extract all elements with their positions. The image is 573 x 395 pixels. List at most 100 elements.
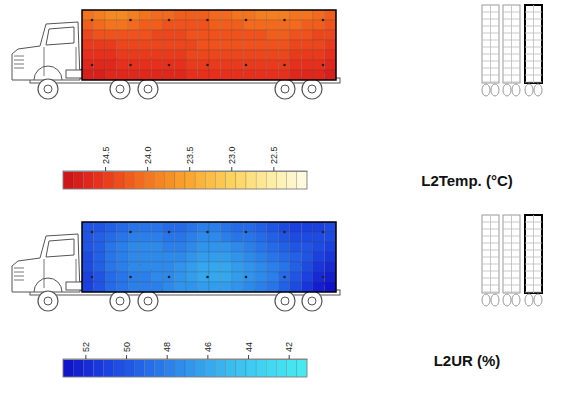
heatmap-cell [278,232,290,242]
sensor-dot [283,64,286,67]
colorbar-segment [256,359,266,377]
heatmap-cell [94,20,106,30]
colorbar-segment [104,359,114,377]
heatmap-cell [197,50,209,60]
heatmap-cell [255,232,267,242]
heatmap-cell [82,50,94,60]
heatmap-cell [209,222,221,232]
colorbar-segment [236,171,246,189]
colorbar [63,171,307,189]
heatmap-cell [255,10,267,20]
wheel [138,291,158,311]
heatmap-cell [232,40,244,50]
colorbar-segment [205,171,215,189]
heatmap-cell [174,40,186,50]
heatmap-cell [209,50,221,60]
rack-wheel [491,84,499,96]
heatmap-cell [186,262,198,272]
heatmap-cell [324,20,336,30]
heatmap-cell [117,252,129,262]
heatmap-cell [105,10,117,20]
heatmap-cell [94,272,106,282]
heatmap-cell [301,262,313,272]
heatmap-cell [151,262,163,272]
heatmap-cell [313,10,325,20]
sensor-dot [206,19,209,22]
pallet-column [503,5,520,83]
heatmap-cell [267,40,279,50]
heatmap-cell [94,30,106,40]
heatmap-cell [209,252,221,262]
heatmap-cell [301,272,313,282]
heatmap-cell [163,232,175,242]
heatmap-cell [140,272,152,282]
heatmap-cell [232,60,244,70]
heatmap-cell [151,20,163,30]
heatmap-cell [255,20,267,30]
heatmap-cell [140,282,152,292]
sensor-dot [91,19,94,22]
heatmap-cell [117,50,129,60]
heatmap-cell [313,50,325,60]
heatmap-cell [197,10,209,20]
heatmap-cell [140,10,152,20]
heatmap-cell [140,60,152,70]
heatmap-cell [128,262,140,272]
sensor-dot [322,231,325,234]
colorbar-segment [165,359,175,377]
colorbar-segment [83,171,93,189]
heatmap-cell [278,272,290,282]
heatmap-cell [232,222,244,232]
heatmap-cell [267,272,279,282]
heatmap-cell [301,282,313,292]
heatmap-cell [128,252,140,262]
heatmap-cell [128,40,140,50]
heatmap-cell [301,50,313,60]
heatmap-cell [140,242,152,252]
pallet-racks [482,215,542,306]
heatmap-cell [174,10,186,20]
pallet-rows [525,5,542,83]
colorbar-tick: 42 [284,342,294,359]
heatmap-cell [128,222,140,232]
heatmap-cell [290,20,302,30]
heatmap-cell [209,60,221,70]
heatmap-cell [313,20,325,30]
heatmap-cell [324,282,336,292]
heatmap-cell [267,222,279,232]
sensors [91,231,325,279]
heatmap-cell [209,282,221,292]
heatmap-cell [94,252,106,262]
heatmap-cell [324,252,336,262]
heatmap-cell [232,10,244,20]
heatmap-cell [209,30,221,40]
heatmap-cell [197,262,209,272]
heatmap-cell [82,232,94,242]
heatmap-cell [267,10,279,20]
heatmap-cell [94,232,106,242]
heatmap-cell [301,20,313,30]
colorbar-frame [63,359,307,377]
heatmap-cell [209,242,221,252]
heatmap-cell [105,60,117,70]
heatmap-cell [221,262,233,272]
heatmap-cell [140,70,152,80]
heatmap-cell [197,20,209,30]
heatmap-cell [313,242,325,252]
colorbar-tick: 24.5 [101,146,111,171]
heatmap-cell [221,252,233,262]
figure: 24.524.023.523.022.5L2Temp. (°C)52504846… [0,0,573,395]
wheel-hub [308,297,316,305]
colorbar-segment [236,359,246,377]
pallet-column [482,215,499,293]
pallet-column [525,215,542,293]
heatmap-cell [94,50,106,60]
wheel [110,291,130,311]
heatmap-cell [209,272,221,282]
heatmap-cell [313,70,325,80]
heatmap-cell [105,262,117,272]
sensor-dot [91,231,94,234]
heatmap-cell [151,60,163,70]
heatmap-cell [105,282,117,292]
colorbar-segment [144,359,154,377]
